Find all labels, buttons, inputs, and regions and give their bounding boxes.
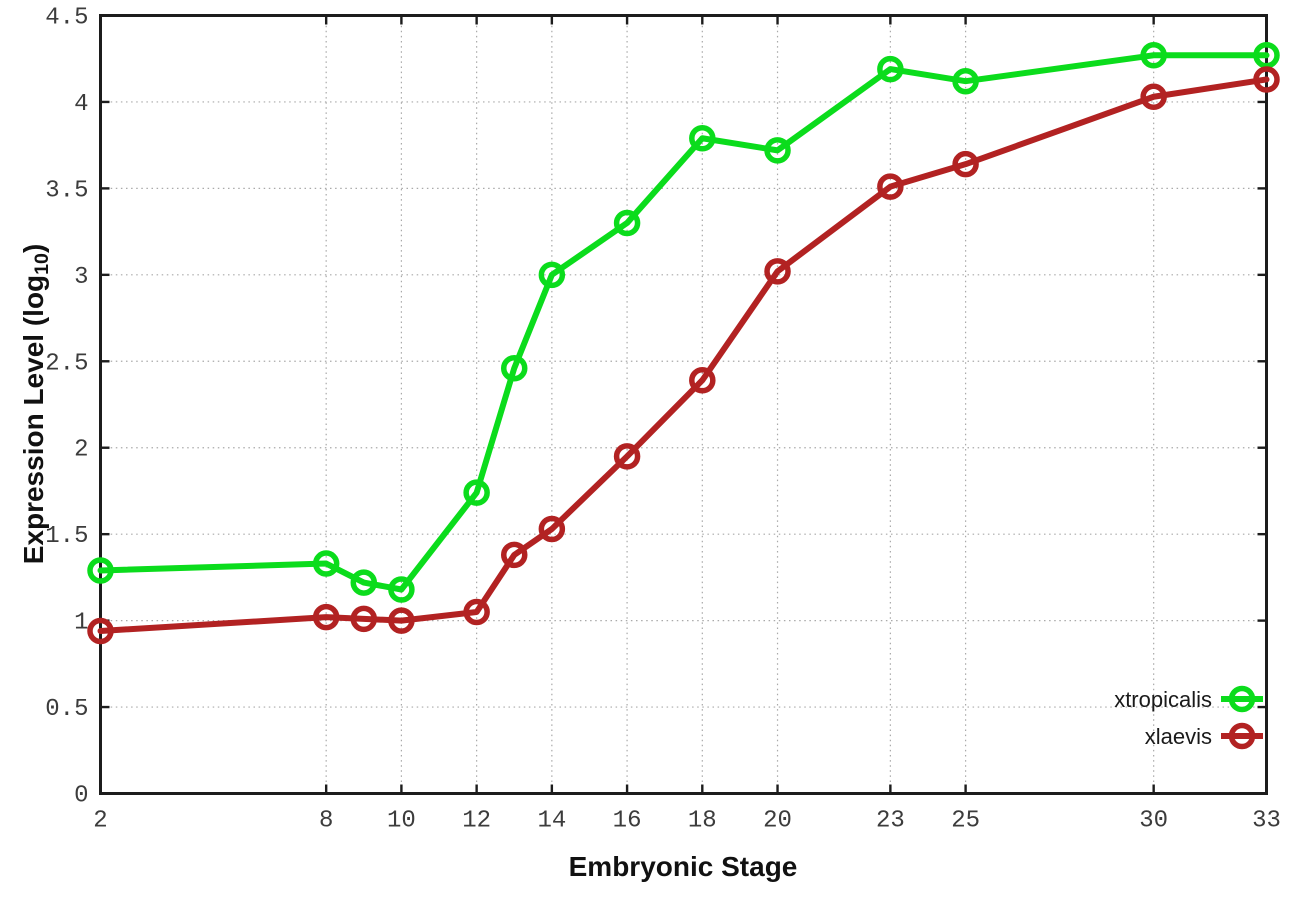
x-tick-label: 20 (763, 808, 792, 835)
data-point-xtropicalis (877, 55, 904, 83)
data-point-xlaevis (388, 607, 415, 634)
x-axis-label: Embryonic Stage (568, 851, 798, 882)
series-line-xtropicalis (97, 52, 1270, 593)
data-point-xtropicalis (613, 209, 641, 237)
legend-label-xlaevis: xlaevis (1145, 724, 1212, 749)
y-tick-label: 3.5 (45, 177, 88, 204)
data-point-xtropicalis (1253, 42, 1280, 69)
data-point-xlaevis (538, 515, 566, 543)
data-point-xlaevis (952, 150, 979, 178)
x-tick-label: 12 (462, 808, 491, 835)
y-tick-label: 1 (74, 610, 88, 637)
x-tick-label: 2 (93, 808, 107, 835)
data-point-xlaevis (613, 443, 641, 470)
y-tick-label: 2 (74, 437, 88, 464)
y-axis-label-subscript: 10 (31, 253, 54, 275)
data-point-xtropicalis (538, 261, 566, 289)
data-point-xlaevis (350, 605, 378, 633)
data-point-xlaevis (87, 617, 114, 645)
data-point-xtropicalis (764, 137, 791, 164)
data-point-xlaevis (689, 367, 716, 394)
data-point-xtropicalis (463, 479, 490, 506)
y-axis-label-suffix: ) (17, 243, 49, 254)
legend-sample-marker-xlaevis (1228, 722, 1256, 750)
data-point-xtropicalis (500, 354, 528, 382)
data-point-xtropicalis (689, 125, 716, 152)
data-point-xlaevis (1140, 83, 1167, 111)
x-tick-label: 8 (319, 808, 333, 835)
data-point-xtropicalis (87, 557, 114, 584)
y-tick-label: 2.5 (45, 350, 88, 377)
x-tick-label: 18 (688, 808, 717, 835)
x-tick-label: 16 (613, 808, 642, 835)
data-point-xtropicalis (1140, 42, 1167, 69)
data-point-xtropicalis (350, 569, 378, 596)
x-tick-label: 30 (1139, 808, 1168, 835)
x-tick-label: 33 (1252, 808, 1281, 835)
y-tick-label: 4.5 (45, 5, 88, 32)
x-tick-label: 23 (876, 808, 905, 835)
data-point-xtropicalis (388, 576, 415, 603)
data-point-xlaevis (312, 603, 340, 631)
data-point-xlaevis (877, 173, 904, 200)
data-point-xlaevis (764, 258, 791, 285)
y-tick-label: 3 (74, 264, 88, 291)
legend-sample-marker-xtropicalis (1228, 685, 1256, 713)
data-point-xtropicalis (952, 67, 979, 95)
data-point-xlaevis (1253, 66, 1280, 93)
y-tick-label: 1.5 (45, 523, 88, 550)
data-point-xtropicalis (312, 550, 340, 577)
plot-border (99, 14, 1268, 795)
data-point-xlaevis (500, 541, 528, 569)
x-tick-label: 14 (537, 808, 566, 835)
x-tick-label: 10 (387, 808, 416, 835)
y-tick-label: 4 (74, 91, 88, 118)
y-tick-label: 0 (74, 783, 88, 810)
y-axis-label: Expression Level (log10) (18, 244, 54, 565)
x-tick-label: 25 (951, 808, 980, 835)
y-axis-label-text: Expression Level (log (17, 274, 49, 565)
y-tick-label: 0.5 (45, 696, 88, 723)
data-point-xlaevis (463, 598, 490, 626)
legend-label-xtropicalis: xtropicalis (1114, 687, 1212, 712)
